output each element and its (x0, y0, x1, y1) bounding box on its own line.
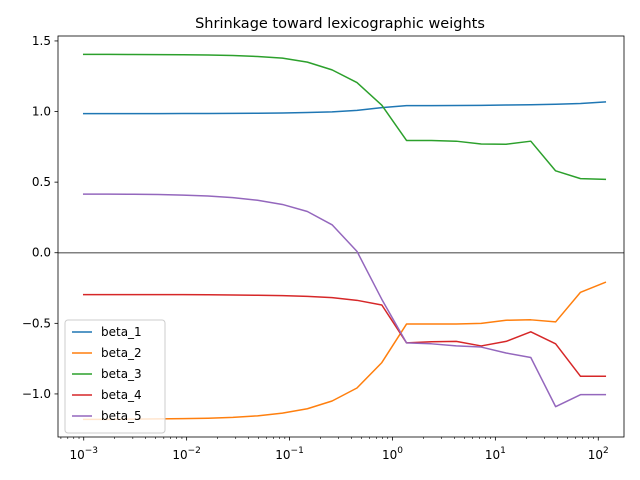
series-line-beta-5 (82, 193, 607, 408)
y-tick-label: 0.0 (32, 246, 51, 260)
x-tick-label: 10−1 (275, 446, 304, 462)
series-lines (82, 53, 607, 421)
y-tick-label: −1.0 (22, 387, 51, 401)
legend-label-beta-1: beta_1 (101, 325, 142, 339)
series-line-beta-4 (82, 293, 607, 378)
legend-label-beta-5: beta_5 (101, 409, 142, 423)
y-tick-label: 1.5 (32, 34, 51, 48)
x-tick-label: 100 (382, 446, 403, 462)
x-tick-label: 102 (588, 446, 609, 462)
x-tick-label: 10−3 (69, 446, 98, 462)
series-line-beta-3 (82, 53, 607, 181)
y-tick-label: 1.0 (32, 105, 51, 119)
legend-label-beta-3: beta_3 (101, 367, 142, 381)
series-line-beta-1 (82, 101, 607, 115)
chart-title: Shrinkage toward lexicographic weights (195, 16, 485, 32)
legend-label-beta-2: beta_2 (101, 346, 142, 360)
axes-frame (57, 35, 625, 438)
y-tick-label: −0.5 (22, 316, 51, 330)
series-line-beta-2 (82, 281, 607, 421)
legend-label-beta-4: beta_4 (101, 388, 142, 402)
axes: 1.5 1.0 0.5 0.0 −0.5 −1.0 10−3 10−2 10−1 100 101 10… (22, 34, 625, 462)
y-tick-label: 0.5 (32, 175, 51, 189)
x-tick-label: 10−2 (172, 446, 201, 462)
x-tick-label: 101 (485, 446, 506, 462)
legend: beta_1 beta_2 beta_3 beta_4 beta_5 (64, 319, 166, 434)
legend-box (64, 319, 166, 434)
